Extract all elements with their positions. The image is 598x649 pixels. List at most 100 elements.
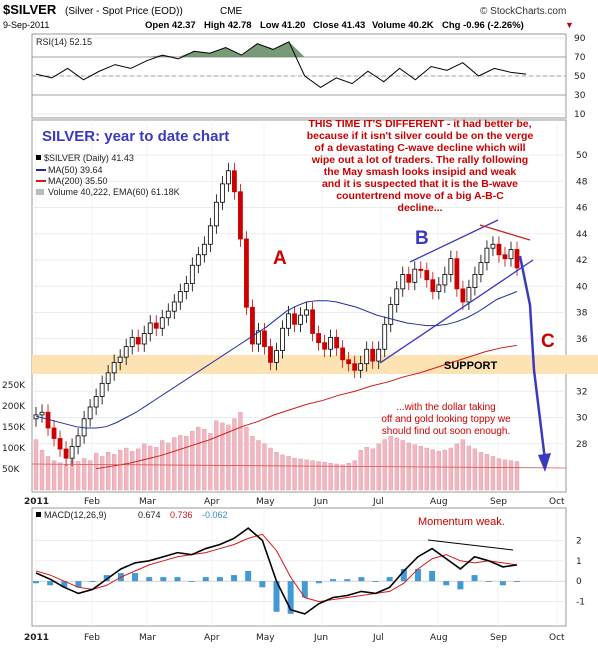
chart-date: 9-Sep-2011 [3, 20, 49, 30]
price-candle [51, 420, 57, 447]
volume-bar [424, 447, 429, 491]
volume-bar [136, 448, 141, 491]
volume-bar [106, 452, 111, 491]
volume-bar [460, 439, 466, 491]
volume-bar [142, 443, 147, 491]
price-candle [201, 236, 207, 263]
price-candle [508, 241, 514, 267]
volume-legend-swatch [36, 189, 44, 195]
price-candle [340, 340, 346, 368]
macd-histogram-bar [330, 579, 337, 582]
price-tick-label: 44 [576, 230, 588, 240]
rsi-tick-label: 70 [574, 53, 586, 63]
volume-bar [370, 448, 375, 491]
ohlc-volume: Volume 40.2K [372, 20, 434, 31]
dollar-annotation-line: off and gold looking toppy we [381, 414, 511, 425]
price-x-tick-label: Feb [84, 497, 100, 507]
ohlc-open: Open 42.37 [145, 20, 196, 31]
momentum-annotation: Momentum weak. [418, 516, 505, 528]
macd-histogram-bar [146, 577, 153, 582]
volume-bar [508, 460, 514, 491]
chart-title: SILVER: year to date chart [42, 128, 229, 145]
macd-histogram-bar [485, 581, 492, 582]
price-candle [250, 299, 255, 352]
macd-tick-label: 2 [576, 536, 582, 546]
macd-histogram-bar [457, 581, 464, 590]
macd-histogram-bar [273, 581, 280, 612]
price-candle [478, 254, 484, 283]
price-tick-label: 48 [576, 177, 588, 187]
price-panel: 283032343638404244464850 50K100K150K200K… [2, 118, 598, 493]
macd-signal-value: 0.736 [170, 510, 193, 520]
main-annotation-line: of a devastating C-wave decline which wi… [314, 142, 525, 154]
macd-histogram-bar [386, 577, 393, 582]
arrow-head-icon [538, 453, 551, 472]
price-candle [195, 246, 201, 274]
price-candle [442, 266, 448, 293]
price-candle [382, 316, 388, 358]
macd-histogram-bar [514, 581, 520, 582]
macd-line [35, 527, 518, 615]
price-x-tick-label: May [256, 497, 275, 507]
volume-bar [298, 458, 303, 491]
price-candle [292, 305, 297, 333]
price-candle [177, 283, 183, 310]
volume-bar [388, 436, 393, 491]
dollar-annotation-line: ...with the dollar taking [396, 402, 496, 413]
chart-symbol: $SILVER [3, 2, 57, 17]
price-candle [364, 341, 370, 372]
price-candle [213, 194, 219, 234]
macd-histogram-bar [61, 581, 68, 588]
macd-histogram-bar [499, 581, 506, 586]
volume-bar [268, 447, 273, 491]
macd-histogram-bar [160, 577, 167, 582]
price-candle [111, 354, 117, 381]
price-candle [225, 162, 231, 192]
macd-x-tick-label: Oct [549, 633, 565, 643]
copyright-text: © StockCharts.com [480, 6, 566, 17]
price-candle [123, 338, 129, 365]
volume-bar [214, 420, 219, 491]
macd-histogram-bar [344, 579, 351, 582]
volume-bar [304, 459, 309, 491]
price-candle [430, 271, 436, 300]
wave-c-label: C [541, 331, 555, 352]
price-candle [147, 315, 153, 342]
rsi-tick-label: 30 [574, 91, 586, 101]
macd-tick-label: -1 [576, 598, 585, 608]
price-tick-label: 28 [576, 440, 588, 450]
price-candle [117, 349, 123, 371]
volume-bar [196, 426, 201, 491]
price-candle [316, 325, 321, 351]
volume-bar [250, 436, 255, 491]
macd-x-tick-label: Mar [139, 633, 156, 643]
price-candle [171, 294, 177, 320]
price-x-tick-label: Aug [430, 497, 448, 507]
price-legend: $SILVER (Daily) 41.43 [44, 153, 134, 163]
price-candle [219, 176, 225, 211]
volume-bar [172, 437, 177, 491]
price-candle [286, 305, 291, 337]
price-x-tick-label: Jul [372, 497, 384, 507]
price-candle [238, 183, 243, 247]
macd-histogram-bar [132, 573, 139, 582]
price-candle [69, 438, 75, 467]
volume-bar [328, 462, 333, 491]
price-candle [376, 341, 382, 369]
macd-histogram-bar [231, 575, 238, 582]
price-candle [310, 302, 315, 342]
price-candle [153, 315, 159, 337]
price-candle [466, 279, 472, 310]
volume-bar [33, 439, 39, 491]
macd-histogram-bar [301, 581, 308, 598]
price-candle [298, 307, 303, 333]
volume-bar [430, 449, 435, 491]
macd-histogram-bar [245, 571, 252, 582]
volume-bar [274, 452, 279, 491]
price-candle [274, 342, 279, 371]
rsi-tick-label: 10 [574, 110, 586, 120]
downtrend-line [479, 224, 531, 241]
price-candle [346, 351, 352, 372]
price-candle [436, 277, 442, 300]
